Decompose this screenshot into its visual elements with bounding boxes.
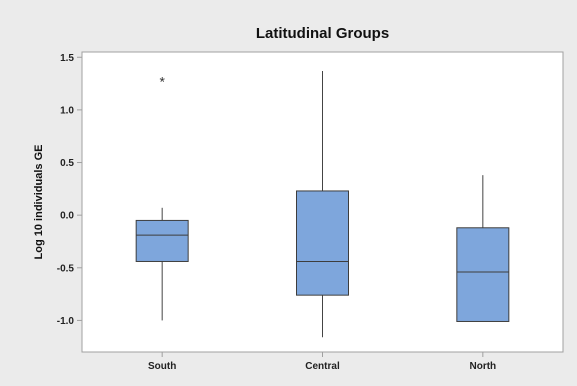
y-tick-label: 0.5 — [60, 158, 74, 169]
box-body-south — [135, 219, 189, 262]
box-south: * — [135, 73, 189, 321]
y-axis-label: Log 10 individuals GE — [33, 145, 45, 260]
x-tick-label-south: South — [148, 361, 176, 372]
x-tick-label-north: North — [469, 361, 496, 372]
box-north — [456, 175, 510, 322]
box-series: * — [135, 70, 510, 338]
box-body-north — [456, 227, 510, 322]
box-body-central — [296, 190, 349, 296]
y-tick-label: -0.5 — [57, 263, 75, 274]
outlier-marker: * — [159, 73, 165, 89]
y-tick-label: 0.0 — [60, 211, 74, 222]
y-tick-label: 1.0 — [60, 105, 74, 116]
y-tick-label: 1.5 — [60, 53, 74, 64]
y-axis: 1.5 1.0 0.5 0.0 -0.5 -1.0 — [57, 53, 82, 327]
box-central — [296, 70, 349, 338]
y-tick-label: -1.0 — [57, 316, 75, 327]
x-tick-label-central: Central — [305, 361, 340, 372]
chart-title: Latitudinal Groups — [256, 25, 389, 42]
x-axis: South Central North — [148, 352, 496, 372]
